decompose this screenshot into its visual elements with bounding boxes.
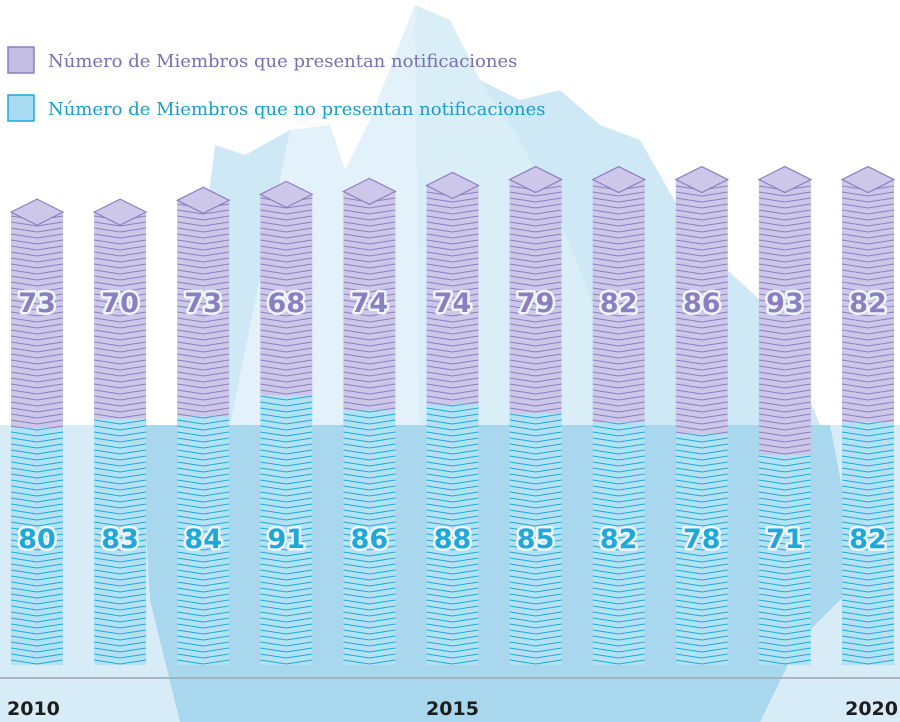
value-label: 73 bbox=[184, 288, 222, 319]
value-label: 84 bbox=[184, 524, 222, 555]
value-label: 79 bbox=[517, 288, 555, 319]
value-label: 74 bbox=[351, 288, 389, 319]
value-label: 82 bbox=[849, 288, 887, 319]
value-label: 78 bbox=[683, 524, 721, 555]
value-label: 74 bbox=[434, 288, 472, 319]
x-tick-label: 2010 bbox=[7, 698, 60, 720]
bar-segment bbox=[11, 212, 63, 428]
x-tick-label: 2020 bbox=[845, 698, 898, 720]
legend-label: Número de Miembros que presentan notific… bbox=[48, 51, 517, 72]
value-label: 73 bbox=[18, 288, 56, 319]
value-label: 86 bbox=[683, 288, 721, 319]
plot: 2010 80 73 83 70 84 73 91 68 86 74 2015 88 74 85 79 82 82… bbox=[7, 167, 898, 720]
bar-segment bbox=[759, 455, 811, 665]
value-label: 68 bbox=[268, 288, 306, 319]
value-label: 80 bbox=[18, 524, 56, 555]
value-label: 85 bbox=[517, 524, 555, 555]
chart: Número de Miembros que presentan notific… bbox=[0, 0, 900, 722]
value-label: 86 bbox=[351, 524, 389, 555]
value-label: 82 bbox=[600, 288, 638, 319]
value-label: 82 bbox=[849, 524, 887, 555]
value-label: 70 bbox=[101, 288, 139, 319]
value-label: 91 bbox=[268, 524, 306, 555]
value-label: 88 bbox=[434, 524, 472, 555]
legend-swatch bbox=[8, 95, 34, 121]
x-tick-label: 2015 bbox=[426, 698, 479, 720]
legend-swatch bbox=[8, 47, 34, 73]
value-label: 82 bbox=[600, 524, 638, 555]
value-label: 83 bbox=[101, 524, 139, 555]
value-label: 93 bbox=[766, 288, 804, 319]
value-label: 71 bbox=[766, 524, 804, 555]
legend-label: Número de Miembros que no presentan noti… bbox=[48, 99, 546, 120]
